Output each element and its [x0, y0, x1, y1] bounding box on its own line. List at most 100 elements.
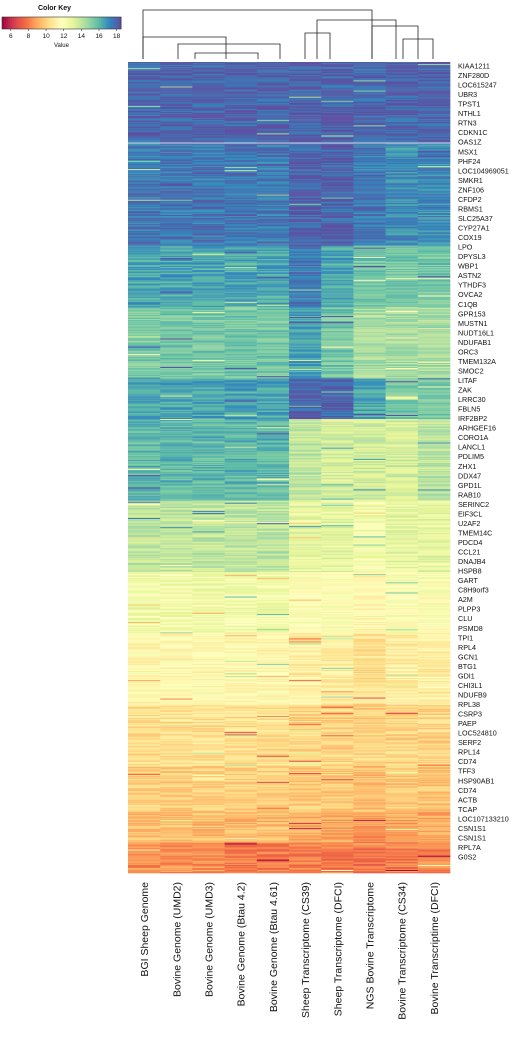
heatmap-cell — [256, 228, 290, 230]
heatmap-cell — [353, 417, 386, 419]
heatmap-cell — [192, 460, 225, 463]
heatmap-cell — [192, 195, 225, 197]
heatmap-cell — [224, 453, 258, 456]
heatmap-cell — [192, 114, 225, 116]
heatmap-cell — [128, 398, 161, 400]
heatmap-cell — [417, 174, 451, 176]
heatmap-cell — [417, 547, 451, 549]
heatmap-cell — [417, 220, 451, 222]
heatmap-cell — [160, 444, 193, 446]
heatmap-cell — [224, 65, 258, 67]
heatmap-cell — [289, 497, 322, 499]
heatmap-cell — [321, 519, 354, 521]
color-key-frame — [1, 16, 122, 30]
heatmap-cell — [289, 293, 322, 295]
heatmap-cell — [160, 177, 193, 179]
heatmap-cell — [353, 93, 386, 95]
heatmap-cell — [321, 117, 354, 119]
heatmap-cell — [353, 414, 386, 417]
heatmap-cell — [192, 468, 225, 470]
heatmap-cell — [353, 341, 386, 343]
heatmap-cell — [417, 255, 451, 258]
heatmap-cell — [160, 445, 193, 447]
heatmap-cell — [128, 185, 161, 187]
heatmap-cell — [192, 279, 225, 281]
heatmap-cell — [256, 439, 290, 441]
heatmap-cell — [256, 80, 290, 82]
heatmap-cell — [289, 470, 322, 472]
heatmap-cell — [353, 239, 386, 241]
heatmap-cell — [256, 412, 290, 415]
heatmap-cell — [417, 524, 451, 526]
heatmap-cell — [417, 520, 451, 522]
heatmap-cell — [289, 282, 322, 284]
heatmap-cell — [321, 94, 354, 96]
heatmap-cell — [256, 498, 290, 500]
heatmap-cell — [224, 551, 258, 553]
heatmap-cell — [321, 176, 354, 178]
heatmap-cell — [160, 526, 193, 528]
heatmap-cell — [128, 367, 161, 369]
heatmap-cell — [385, 221, 419, 223]
heatmap-cell — [321, 439, 354, 441]
heatmap-cell — [224, 399, 258, 401]
heatmap-cell — [417, 454, 451, 457]
heatmap-cell — [128, 404, 161, 407]
heatmap-cell — [321, 403, 354, 406]
heatmap-cell — [353, 527, 386, 529]
heatmap-cell — [128, 221, 161, 223]
heatmap-cell — [417, 446, 451, 448]
heatmap-cell — [192, 269, 225, 271]
heatmap-cell — [417, 359, 451, 362]
heatmap-cell — [160, 547, 193, 549]
heatmap-cell — [256, 195, 290, 197]
heatmap-cell — [160, 420, 193, 422]
heatmap-cell — [417, 418, 451, 420]
color-key-swatch — [115, 17, 118, 29]
heatmap-cell — [224, 237, 258, 239]
heatmap-cell — [224, 285, 258, 287]
heatmap-cell — [321, 258, 354, 261]
heatmap-cell — [353, 373, 386, 375]
heatmap-cell — [224, 318, 258, 320]
heatmap-cell — [256, 69, 290, 71]
heatmap-cell — [224, 513, 258, 516]
heatmap-cell — [128, 501, 161, 503]
heatmap-cell — [192, 275, 225, 277]
heatmap-cell — [321, 177, 354, 179]
heatmap-cell — [321, 480, 354, 482]
heatmap-cell — [192, 323, 225, 325]
heatmap-cell — [289, 155, 322, 158]
heatmap-cell — [321, 356, 354, 359]
heatmap-cell — [192, 407, 225, 410]
heatmap-cell — [128, 451, 161, 454]
heatmap-cell — [128, 260, 161, 263]
heatmap-cell — [160, 63, 193, 65]
heatmap-cell — [256, 173, 290, 175]
heatmap-cell — [128, 120, 161, 122]
heatmap-cell — [417, 66, 451, 68]
heatmap-cell — [353, 521, 386, 523]
heatmap-cell — [224, 260, 258, 263]
heatmap-cell — [256, 129, 290, 131]
heatmap-cell — [321, 506, 354, 509]
heatmap-cell — [385, 328, 419, 330]
heatmap-cell — [417, 396, 451, 398]
heatmap-cell — [321, 415, 354, 418]
heatmap-cell — [417, 331, 451, 333]
heatmap-cell — [353, 119, 386, 121]
heatmap-cell — [128, 193, 161, 195]
heatmap-cell — [289, 339, 322, 341]
color-key-swatch — [33, 17, 37, 29]
heatmap-cell — [321, 146, 354, 148]
heatmap-cell — [353, 203, 386, 206]
heatmap-cell — [353, 522, 386, 524]
heatmap-cell — [128, 194, 161, 196]
heatmap-cell — [128, 480, 161, 482]
heatmap-cell — [160, 269, 193, 271]
heatmap-cell — [353, 360, 386, 363]
heatmap-cell — [385, 259, 419, 262]
heatmap-cell — [385, 203, 419, 206]
heatmap-cell — [321, 182, 354, 184]
heatmap-cell — [256, 248, 290, 251]
